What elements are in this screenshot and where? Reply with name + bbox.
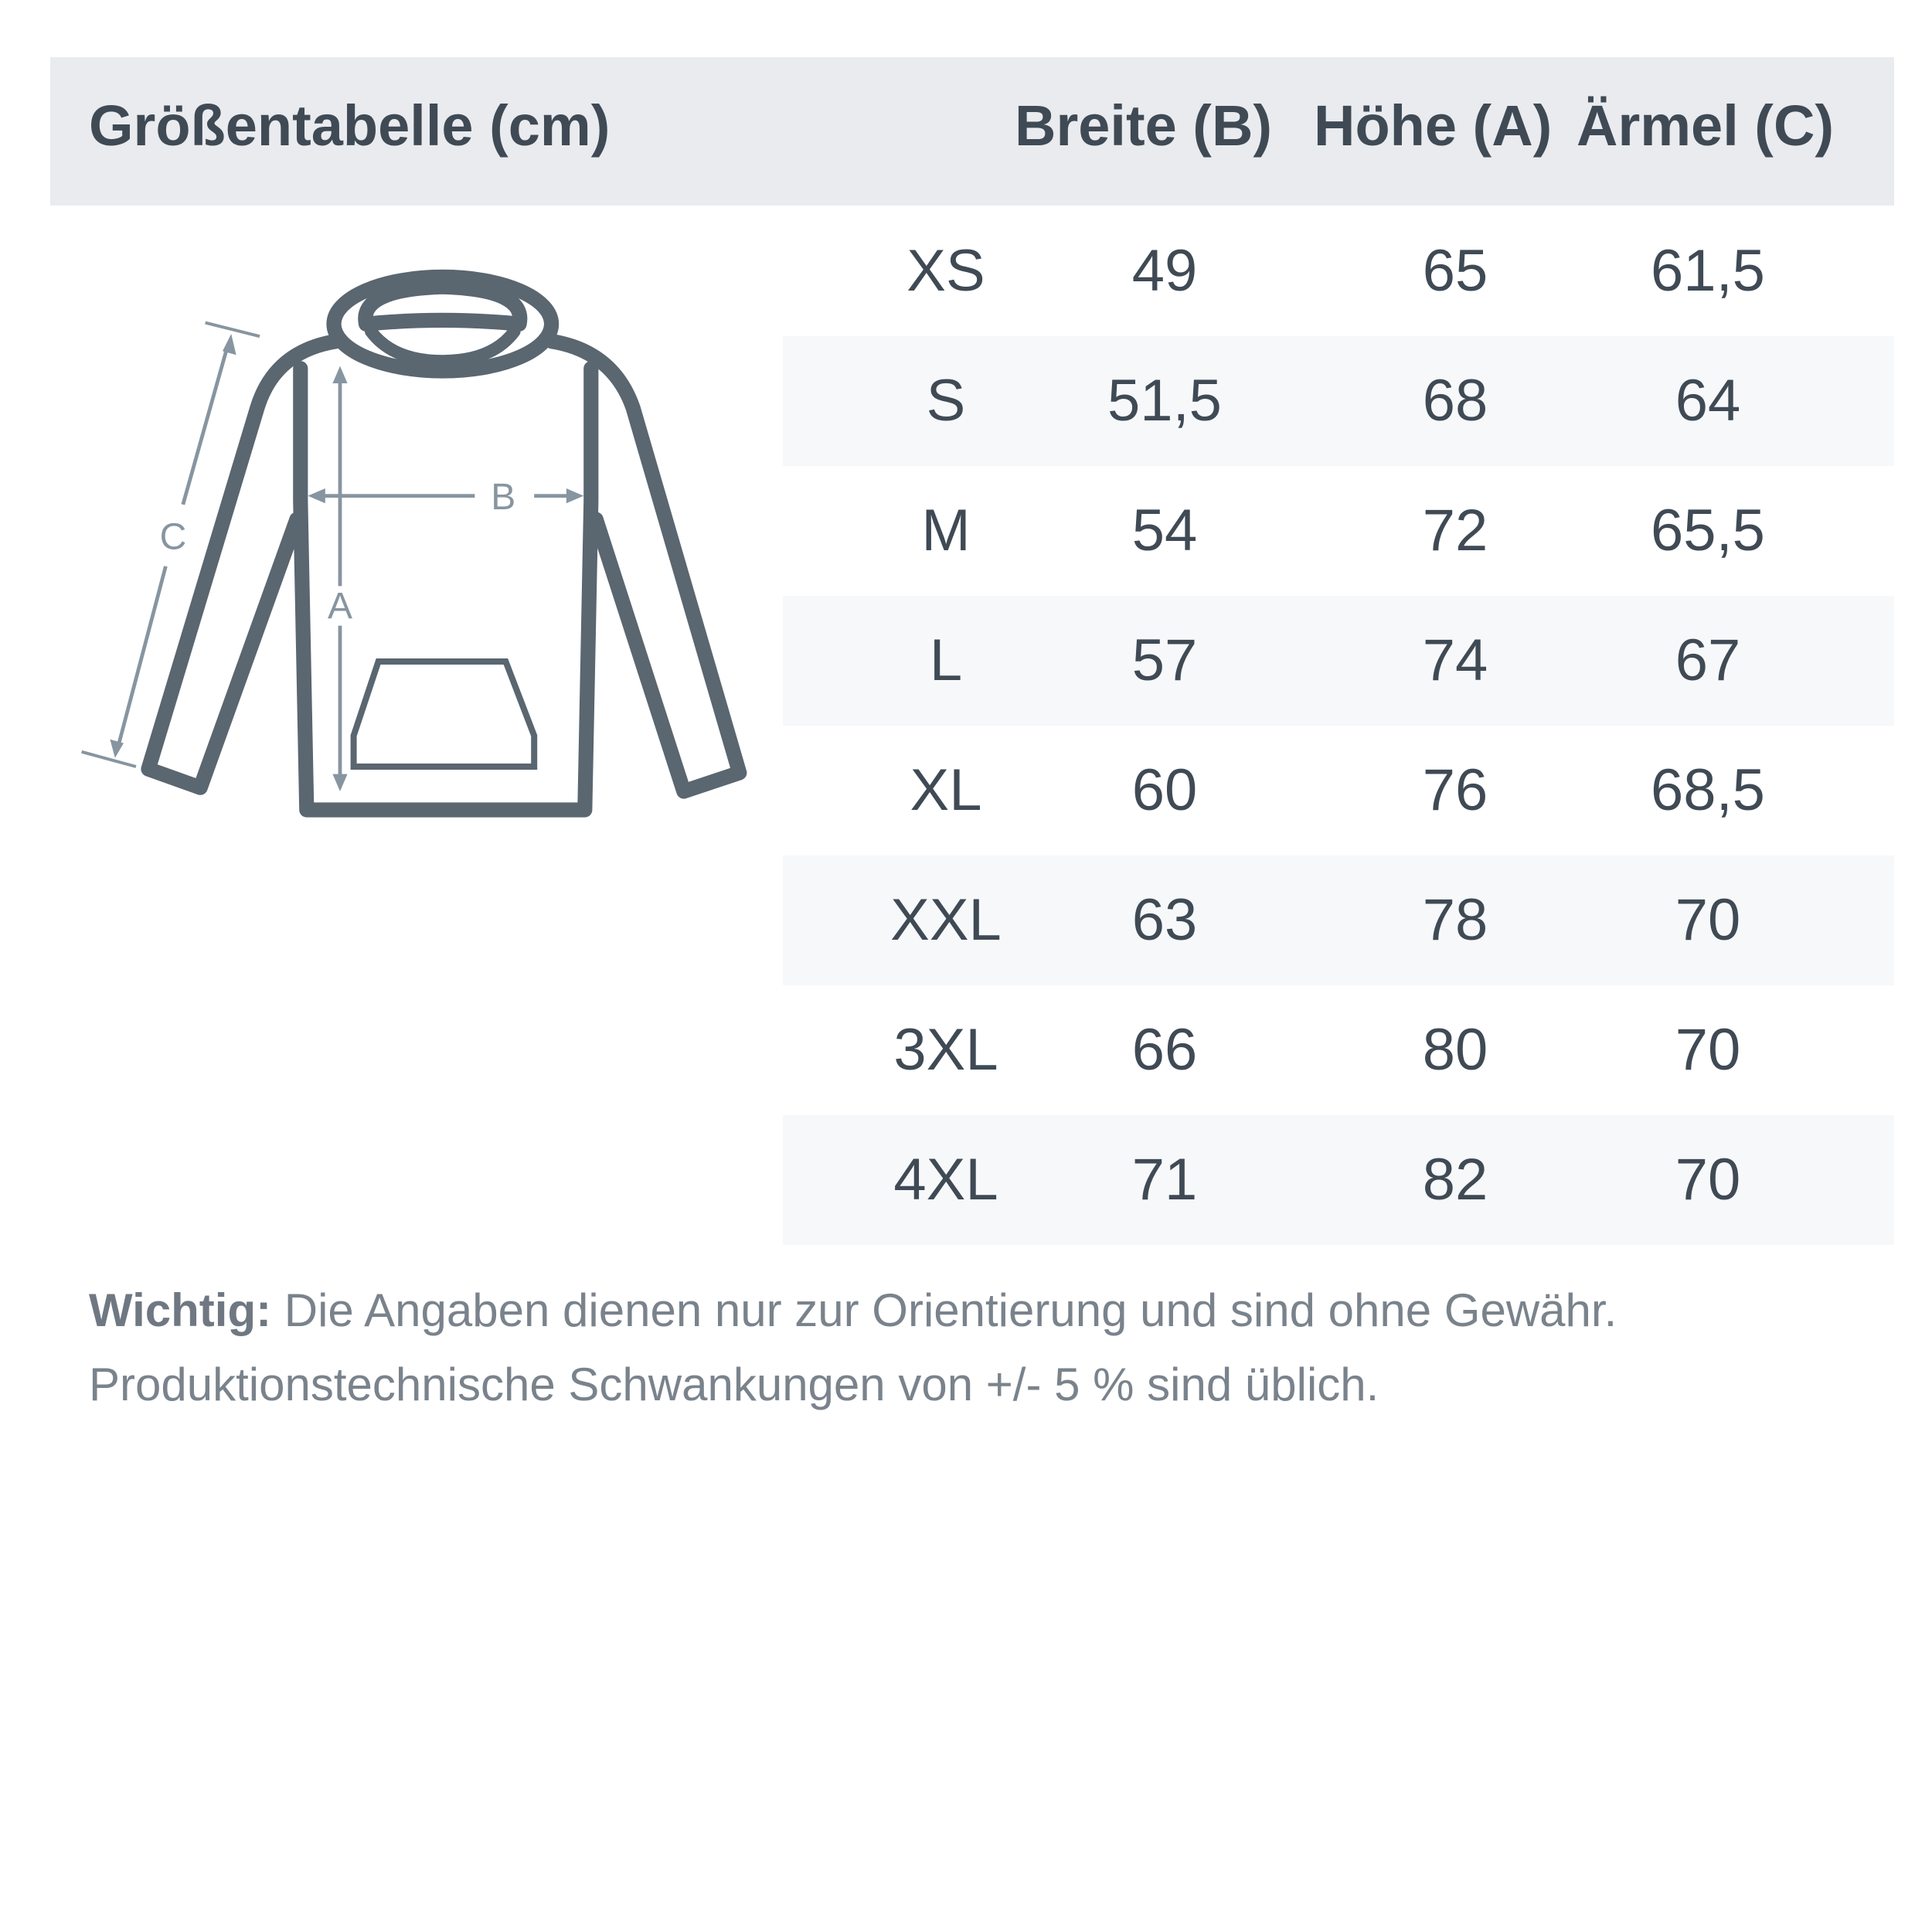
- table-header-band: [50, 57, 1894, 206]
- measure-b: 49: [1131, 238, 1198, 304]
- size-label: XXL: [890, 887, 1002, 953]
- size-label: 4XL: [893, 1147, 998, 1213]
- label-c: C: [160, 516, 187, 557]
- label-b: B: [491, 477, 515, 518]
- measure-c: 61,5: [1651, 238, 1765, 304]
- size-label: M: [921, 498, 971, 563]
- measure-c: 65,5: [1651, 498, 1765, 563]
- note-label: Wichtig:: [89, 1284, 272, 1336]
- column-header-aermel: Ärmel (C): [1577, 94, 1835, 158]
- measure-b: 57: [1131, 628, 1198, 693]
- hoodie-hood-outer: [326, 269, 560, 379]
- measure-a: 74: [1422, 628, 1488, 693]
- note-line-1: Wichtig: Die Angaben dienen nur zur Orie…: [89, 1280, 1617, 1342]
- measure-a: 80: [1422, 1017, 1488, 1083]
- page-title: Größentabelle (cm): [89, 94, 611, 158]
- column-header-hoehe: Höhe (A): [1314, 94, 1553, 158]
- hoodie-body: [293, 361, 599, 818]
- hoodie-hood-inner: [358, 279, 528, 332]
- size-label: 3XL: [893, 1017, 998, 1083]
- size-label: L: [929, 628, 963, 693]
- measure-b: 63: [1131, 887, 1198, 953]
- hoodie-right-sleeve: [544, 334, 747, 799]
- measure-c: 68,5: [1651, 757, 1765, 823]
- measure-c: 70: [1675, 1147, 1741, 1213]
- measure-b: 51,5: [1107, 368, 1222, 434]
- measure-a: 65: [1422, 238, 1488, 304]
- measure-b: 60: [1131, 757, 1198, 823]
- size-label: XS: [906, 238, 985, 304]
- measure-a: 76: [1422, 757, 1488, 823]
- row-stripe: [783, 336, 1894, 466]
- row-stripe: [783, 855, 1894, 985]
- size-label: S: [926, 368, 966, 434]
- size-label: XL: [910, 757, 982, 823]
- measure-c: 67: [1675, 628, 1741, 693]
- note-text-1: Die Angaben dienen nur zur Orientierung …: [271, 1284, 1617, 1336]
- measure-b: 54: [1131, 498, 1198, 563]
- hoodie-pocket: [350, 658, 538, 770]
- row-stripe: [783, 1115, 1894, 1245]
- measure-a: 72: [1422, 498, 1488, 563]
- measure-b: 71: [1131, 1147, 1198, 1213]
- column-header-breite: Breite (B): [1015, 94, 1273, 158]
- measure-c: 64: [1675, 368, 1741, 434]
- measure-a: 68: [1422, 368, 1488, 434]
- row-stripe: [783, 596, 1894, 726]
- hoodie-left-sleeve: [141, 334, 344, 795]
- measure-a: 82: [1422, 1147, 1488, 1213]
- label-a: A: [328, 586, 352, 627]
- measure-c: 70: [1675, 887, 1741, 953]
- measure-c: 70: [1675, 1017, 1741, 1083]
- measure-b: 66: [1131, 1017, 1198, 1083]
- note-line-2: Produktionstechnische Schwankungen von +…: [89, 1359, 1379, 1410]
- measure-a: 78: [1422, 887, 1488, 953]
